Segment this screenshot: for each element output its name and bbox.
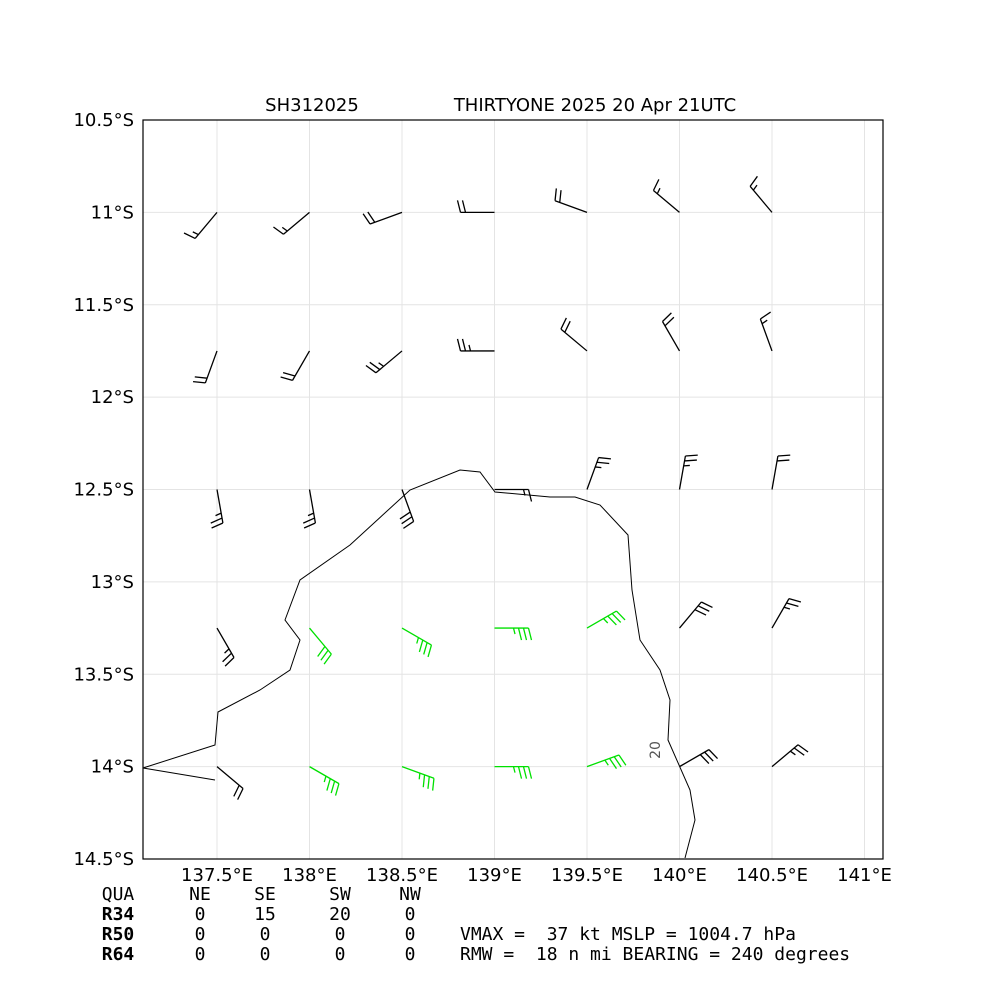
wind-barb: [652, 179, 680, 213]
table-cell: 0: [405, 924, 416, 945]
wind-barb: [771, 597, 802, 629]
y-tick-label: 14.5°S: [73, 849, 134, 870]
table-cell: 0: [260, 944, 271, 965]
wind-barb: [586, 754, 627, 770]
wind-barb: [362, 211, 403, 225]
storm-info: RMW = 18 n mi BEARING = 240 degrees: [460, 944, 850, 965]
table-header: NE: [189, 884, 211, 905]
wind-barb: [759, 311, 773, 352]
wind-barb: [679, 601, 713, 629]
table-cell: R34: [102, 904, 135, 925]
wind-barb: [679, 749, 719, 768]
y-tick-label: 13.5°S: [73, 664, 134, 685]
table-cell: 0: [195, 944, 206, 965]
wind-barb: [401, 627, 433, 658]
wind-barb: [302, 489, 317, 529]
coastline: [142, 469, 696, 859]
y-tick-label: 13°S: [91, 572, 134, 593]
title-left: SH312025: [265, 95, 359, 116]
y-tick-label: 12°S: [91, 387, 134, 408]
wind-barb: [586, 610, 626, 629]
wind-barb: [456, 338, 495, 352]
y-tick-label: 11.5°S: [73, 295, 134, 316]
table-cell: 0: [405, 944, 416, 965]
wind-barb: [309, 766, 340, 796]
storm-info: VMAX = 37 kt MSLP = 1004.7 hPa: [460, 924, 796, 945]
table-header: SW: [329, 884, 351, 905]
table-header: NW: [399, 884, 421, 905]
wind-barb: [554, 188, 588, 213]
wind-barb: [494, 765, 533, 779]
table-cell: R50: [102, 924, 135, 945]
table-cell: 0: [335, 944, 346, 965]
wind-barb: [280, 350, 311, 382]
wind-barb: [210, 489, 224, 529]
wind-barb: [771, 744, 809, 768]
wind-barb: [399, 489, 415, 529]
x-tick-label: 139°E: [467, 865, 522, 886]
x-tick-label: 137.5°E: [181, 865, 253, 886]
wind-barb: [678, 454, 698, 490]
x-tick-label: 141°E: [837, 865, 892, 886]
x-tick-label: 138°E: [282, 865, 337, 886]
wind-barb: [365, 350, 403, 374]
table-header: QUA: [102, 884, 135, 905]
x-tick-label: 140.5°E: [736, 865, 808, 886]
wind-barb: [494, 627, 533, 641]
wind-barb: [401, 766, 435, 791]
wind-barb: [494, 488, 533, 502]
table-cell: 0: [335, 924, 346, 945]
wind-barb: [661, 312, 681, 352]
y-tick-label: 14°S: [91, 757, 134, 778]
x-tick-label: 138.5°E: [366, 865, 438, 886]
wind-barb: [216, 627, 235, 667]
y-tick-label: 12.5°S: [73, 480, 134, 501]
wind-barb: [749, 175, 773, 213]
table-cell: 0: [195, 924, 206, 945]
table-cell: 0: [260, 924, 271, 945]
table-header: SE: [254, 884, 276, 905]
title-right: THIRTYONE 2025 20 Apr 21UTC: [453, 95, 736, 116]
table-cell: 20: [329, 904, 351, 925]
wind-barb: [586, 456, 611, 490]
wind-barb: [193, 350, 218, 384]
contour-label: 20: [648, 741, 664, 759]
y-tick-label: 10.5°S: [73, 110, 134, 131]
table-cell: 0: [405, 904, 416, 925]
table-cell: 15: [254, 904, 276, 925]
wind-barb: [560, 317, 588, 352]
wind-barb: [309, 627, 332, 665]
wind-barb: [183, 211, 218, 240]
wind-barb: [216, 766, 244, 800]
plot-frame: [142, 119, 884, 860]
table-cell: 0: [195, 904, 206, 925]
wind-barb: [771, 454, 791, 490]
table-cell: R64: [102, 944, 135, 965]
wind-barb: [456, 200, 495, 214]
y-tick-label: 11°S: [91, 202, 134, 223]
wind-barb: [273, 211, 310, 235]
x-tick-label: 140°E: [652, 865, 707, 886]
x-tick-label: 139.5°E: [551, 865, 623, 886]
